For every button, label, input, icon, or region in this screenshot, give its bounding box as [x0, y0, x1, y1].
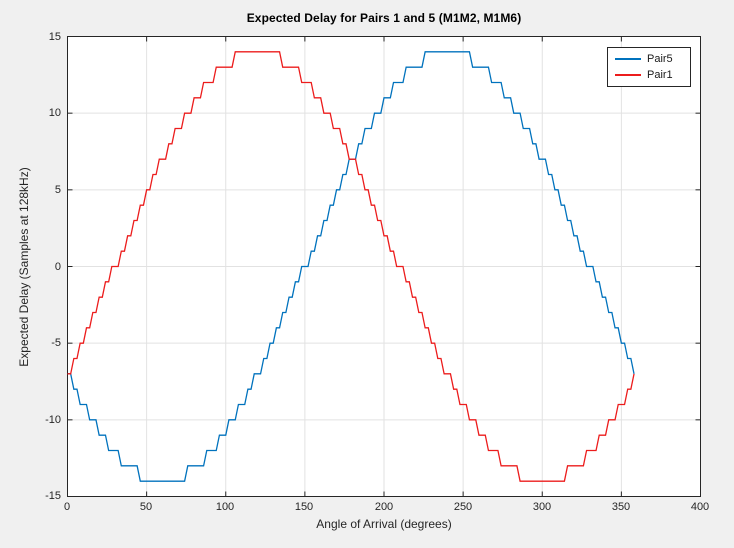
y-tick-label: -5	[51, 337, 61, 349]
legend: Pair5 Pair1	[607, 47, 691, 87]
x-tick-label: 250	[453, 501, 473, 513]
chart-title: Expected Delay for Pairs 1 and 5 (M1M2, …	[246, 11, 522, 25]
x-tick-label: 350	[611, 501, 631, 513]
plot-svg	[67, 36, 701, 497]
x-tick-label: 0	[63, 501, 71, 513]
legend-entry-pair5: Pair5	[608, 53, 690, 65]
x-axis-label: Angle of Arrival (degrees)	[316, 517, 452, 531]
y-tick-label: 10	[48, 107, 61, 119]
pair5-line-sample	[615, 57, 641, 60]
y-tick-label: 5	[54, 184, 61, 196]
y-tick-label: 0	[54, 261, 61, 273]
x-tick-label: 400	[690, 501, 710, 513]
plot-area	[67, 36, 701, 497]
y-tick-label: 15	[48, 31, 61, 43]
x-tick-label: 50	[139, 501, 153, 513]
legend-label-pair1: Pair1	[647, 69, 673, 82]
x-tick-label: 300	[532, 501, 552, 513]
x-tick-label: 100	[215, 501, 235, 513]
legend-entry-pair1: Pair1	[608, 69, 690, 81]
y-tick-label: -10	[45, 414, 61, 426]
legend-label-pair5: Pair5	[647, 52, 673, 65]
y-tick-label: -15	[45, 490, 61, 502]
x-tick-label: 150	[294, 501, 314, 513]
x-tick-label: 200	[374, 501, 394, 513]
pair1-line-sample	[615, 74, 641, 77]
